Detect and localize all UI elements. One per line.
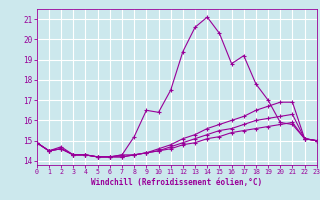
X-axis label: Windchill (Refroidissement éolien,°C): Windchill (Refroidissement éolien,°C)	[91, 178, 262, 187]
